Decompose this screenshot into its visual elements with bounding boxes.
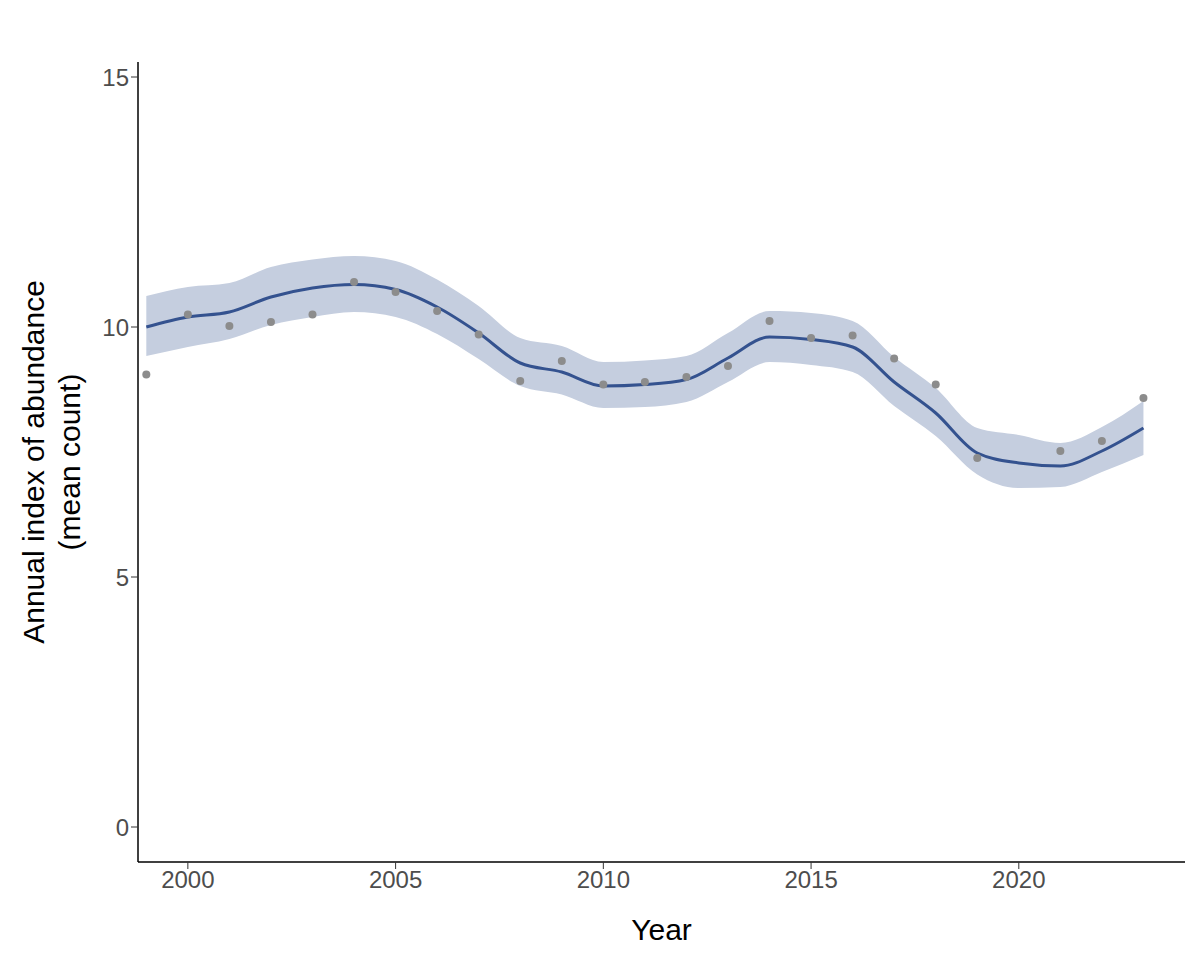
- svg-text:0: 0: [116, 814, 129, 841]
- svg-text:5: 5: [116, 564, 129, 591]
- svg-text:2015: 2015: [784, 866, 837, 893]
- svg-text:2010: 2010: [577, 866, 630, 893]
- svg-text:2000: 2000: [161, 866, 214, 893]
- svg-text:15: 15: [102, 64, 129, 91]
- svg-text:Year: Year: [631, 913, 692, 946]
- svg-text:Annual index of abundance(mean: Annual index of abundance(mean count): [17, 280, 86, 644]
- svg-text:2020: 2020: [992, 866, 1045, 893]
- svg-text:2005: 2005: [369, 866, 422, 893]
- svg-text:10: 10: [102, 314, 129, 341]
